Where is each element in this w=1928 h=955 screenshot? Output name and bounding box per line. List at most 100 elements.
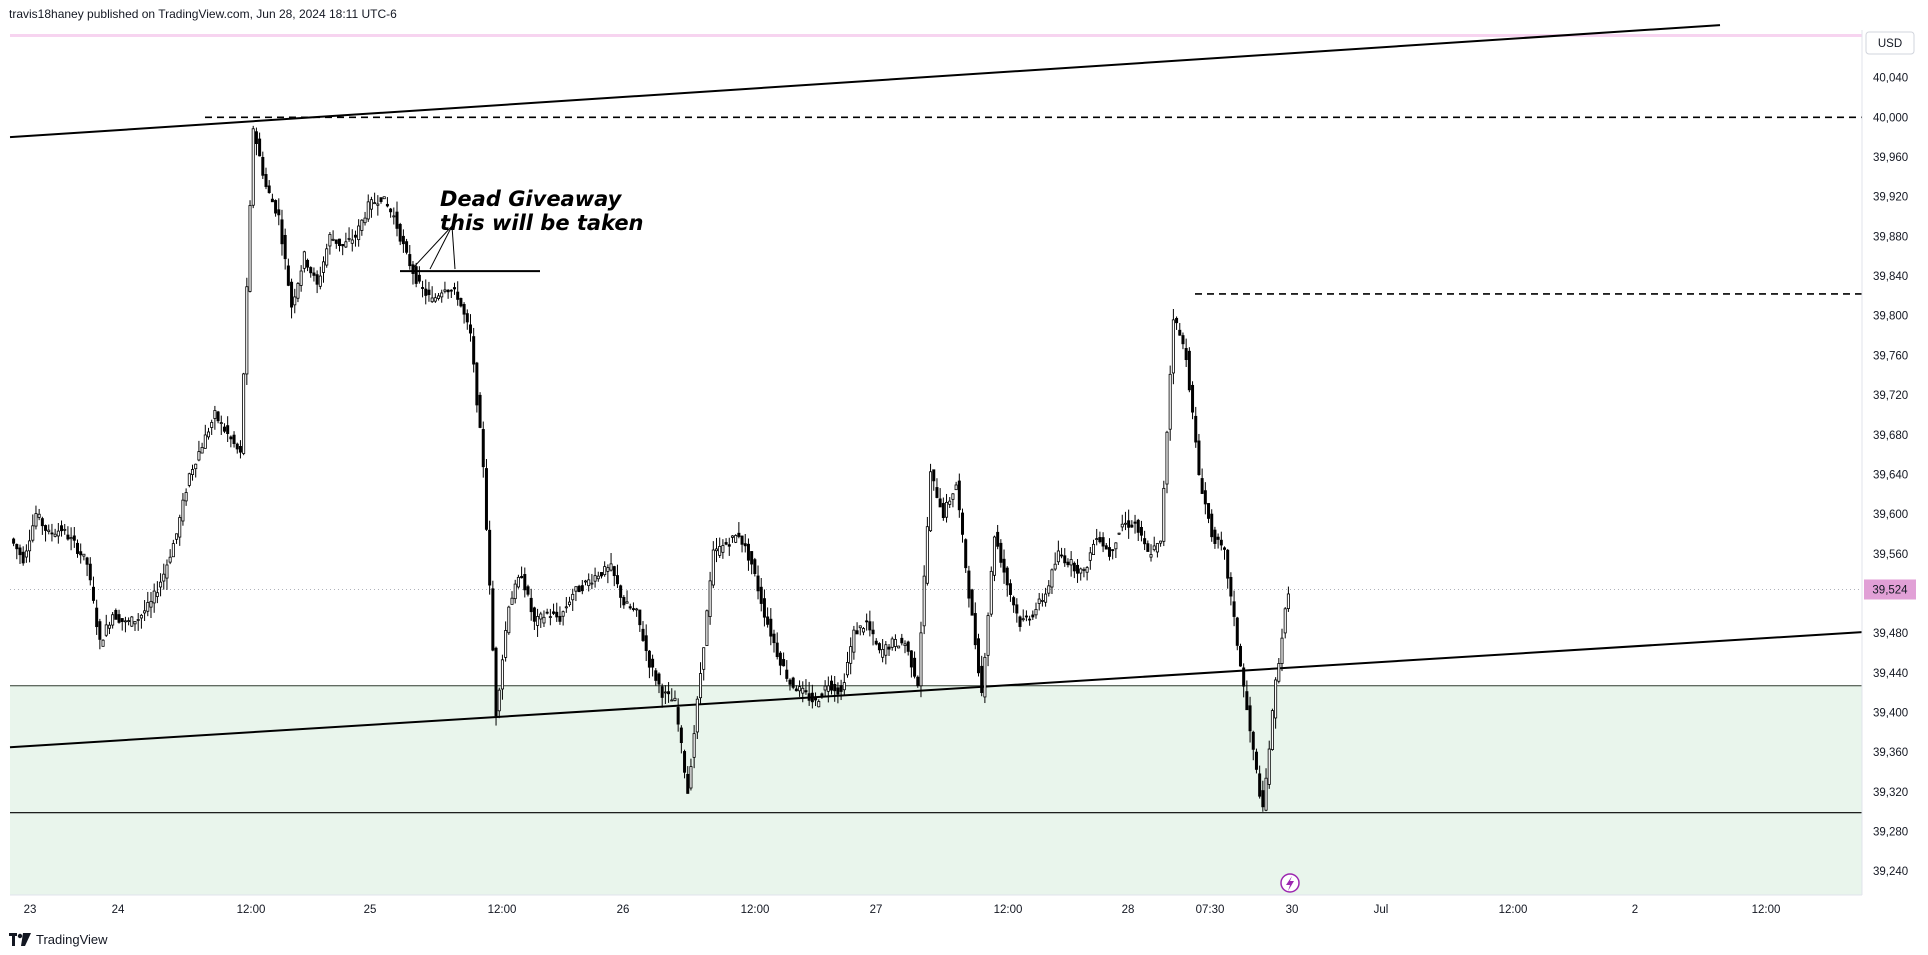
candle-body — [75, 542, 79, 554]
candle-body — [702, 647, 706, 670]
candle-body — [967, 570, 971, 599]
candle-body — [1274, 679, 1278, 719]
annotation-arrow — [429, 225, 453, 270]
candle-body — [82, 553, 86, 557]
candle-body — [657, 673, 661, 685]
candle-body — [769, 618, 773, 637]
candle-body — [306, 259, 310, 268]
candle-body — [766, 616, 770, 625]
candle-body — [433, 297, 437, 302]
candle-body — [532, 607, 536, 622]
candle-body — [513, 583, 517, 600]
candle-body — [654, 670, 658, 681]
annotation-arrow — [451, 225, 456, 270]
upper-trendline — [9, 24, 1721, 139]
x-tick-label: 26 — [617, 904, 630, 916]
candle-body — [210, 422, 214, 428]
candle-body — [810, 692, 814, 703]
x-tick-label: 28 — [1122, 904, 1135, 916]
candle-body — [104, 624, 108, 636]
candle-body — [1178, 329, 1182, 336]
candle-body — [44, 525, 48, 531]
candle-body — [1060, 554, 1064, 557]
candle-body — [1139, 527, 1143, 536]
candle-body — [903, 643, 907, 646]
candle-body — [992, 536, 996, 576]
candle-body — [740, 535, 744, 545]
candle-body — [437, 295, 441, 299]
candle-body — [1066, 561, 1070, 566]
candle-body — [56, 530, 60, 537]
candle-body — [718, 546, 722, 556]
candle-body — [1002, 558, 1006, 573]
candle-body — [146, 602, 150, 612]
candle-body — [1219, 539, 1223, 546]
candle-body — [165, 564, 169, 579]
candle-body — [34, 513, 38, 527]
tradingview-brand: TradingView — [9, 932, 108, 947]
candle-body — [622, 597, 626, 606]
candle-body — [405, 241, 409, 253]
candle-body — [1286, 593, 1290, 609]
candle-body — [714, 548, 718, 552]
candle-body — [900, 637, 904, 644]
candle-body — [1203, 490, 1207, 505]
candle-body — [945, 501, 949, 518]
candle-body — [1254, 751, 1258, 770]
candle-body — [1235, 617, 1239, 646]
y-tick-label: 39,800 — [1873, 311, 1908, 323]
candle-body — [274, 200, 278, 214]
candle-body — [446, 289, 450, 293]
candle-body — [417, 274, 421, 282]
candle-body — [382, 196, 386, 200]
candle-body — [194, 463, 198, 470]
y-tick-label: 39,480 — [1873, 628, 1908, 640]
candle-body — [536, 616, 540, 626]
candle-body — [906, 641, 910, 652]
candle-body — [98, 621, 102, 640]
annotation-line-2: this will be taken — [440, 211, 644, 235]
candle-body — [948, 500, 952, 505]
candle-body — [401, 235, 405, 245]
candle-body — [823, 685, 827, 691]
x-tick-label: 12:00 — [237, 904, 266, 916]
candle-body — [1114, 542, 1118, 550]
candle-body — [1152, 545, 1156, 551]
candle-body — [242, 373, 246, 454]
candle-body — [1098, 537, 1102, 543]
candle-body — [542, 616, 546, 624]
candle-body — [1261, 790, 1265, 808]
candle-body — [670, 699, 674, 702]
candle-body — [280, 219, 284, 245]
candle-body — [545, 611, 549, 614]
candle-body — [1136, 519, 1140, 533]
candle-body — [15, 544, 19, 550]
candle-body — [197, 451, 201, 461]
candle-body — [79, 551, 83, 556]
candle-body — [50, 532, 54, 535]
candle-body — [226, 425, 230, 434]
lightning-bolt-icon — [1286, 876, 1294, 891]
candle-body — [830, 680, 834, 691]
candle-body — [258, 138, 262, 157]
candle-body — [849, 646, 853, 664]
annotation-arrow — [411, 225, 453, 270]
candle-body — [449, 289, 453, 292]
candle-body — [1123, 522, 1127, 525]
candle-body — [820, 693, 824, 697]
candle-body — [1008, 583, 1012, 595]
candle-body — [1021, 618, 1025, 621]
x-tick-label: 30 — [1286, 904, 1299, 916]
currency-button[interactable] — [1865, 31, 1915, 55]
candle-body — [322, 261, 326, 273]
candle-body — [989, 570, 993, 615]
candle-body — [638, 609, 642, 626]
candle-body — [270, 198, 274, 203]
candle-body — [334, 239, 338, 244]
candle-body — [497, 689, 501, 712]
candle-body — [762, 598, 766, 618]
candle-body — [868, 621, 872, 631]
y-tick-label: 39,760 — [1873, 350, 1908, 362]
candle-body — [191, 469, 195, 475]
